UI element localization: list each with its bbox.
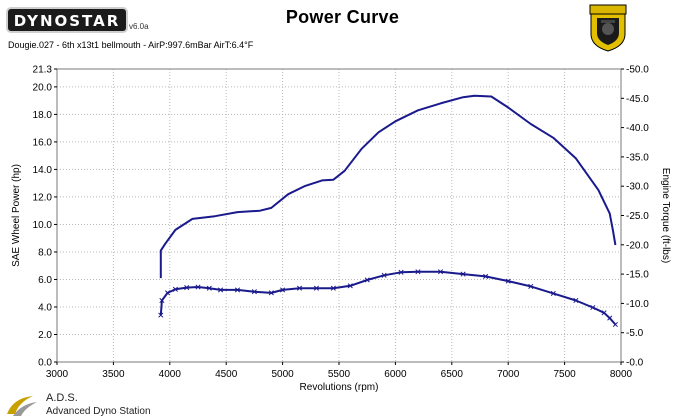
grid-lines [56,69,622,362]
torque-data-point [280,287,286,293]
torque-data-point [381,272,387,278]
y2-tick-label: -50.0 [626,65,649,76]
torque-data-point [590,304,596,311]
torque-data-point [195,284,201,290]
y2-tick-label: -0.0 [626,358,644,369]
y2-tick-label: -5.0 [626,328,644,339]
ads-logo-icon [7,396,37,416]
y2-tick-label: -40.0 [626,123,649,134]
y2-tick-label: -15.0 [626,270,649,281]
y-tick-label: 14.0 [33,165,53,176]
torque-data-point [364,277,370,283]
y2-tick-label: -35.0 [626,152,649,163]
torque-data-point [296,285,303,291]
y-axis-title: SAE Wheel Power (hp) [11,164,22,267]
x-tick-label: 6000 [384,369,407,380]
x-tick-label: 7000 [497,369,520,380]
y2-tick-label: -30.0 [626,182,649,193]
torque-data-point [528,283,534,289]
version-label: v6.0a [129,22,149,31]
torque-data-point [483,273,489,279]
torque-data-point [234,287,241,293]
torque-data-point [415,269,421,275]
torque-data-point [550,290,556,296]
x-tick-label: 8000 [610,369,633,380]
footer-brand: A.D.S. [46,392,78,404]
y-tick-label: 4.0 [38,302,52,313]
power-series-line [159,94,617,279]
torque-data-point [164,290,171,296]
y-tick-label: 10.0 [33,220,53,231]
torque-data-point [251,289,257,295]
run-subtitle: Dougie.027 - 6th x13t1 bellmouth - AirP:… [8,40,254,50]
axis-ticks: 3000 3500 4000 4500 5000 5500 6000 6500 7000 7500… [33,65,650,381]
y-tick-label: 6.0 [38,275,52,286]
x-tick-label: 5500 [328,369,351,380]
torque-data-point [159,297,165,304]
y-tick-label: 21.3 [33,65,53,76]
logo-text: DYNOSTAR [13,12,121,30]
x-tick-label: 5000 [271,369,294,380]
x-tick-label: 3000 [46,369,69,380]
torque-data-point [158,312,164,318]
torque-data-point [601,310,607,316]
data-series [158,94,618,328]
y-tick-label: 0.0 [38,358,52,369]
y2-tick-label: -10.0 [626,299,649,310]
x-tick-label: 4500 [215,369,238,380]
torque-data-point [330,285,336,291]
torque-data-point [607,315,613,321]
x-tick-label: 6500 [441,369,464,380]
torque-data-point [460,271,466,277]
x-tick-label: 4000 [159,369,182,380]
torque-data-point [398,269,404,275]
torque-data-point [347,283,353,289]
y2-tick-label: -20.0 [626,240,649,251]
y-tick-label: 20.0 [33,82,53,93]
torque-data-point [437,269,444,275]
dyno-shield-badge-icon [589,4,627,52]
y-tick-label: 12.0 [33,192,53,203]
torque-data-point [505,278,511,284]
y-tick-label: 16.0 [33,137,53,148]
torque-data-point [206,285,212,291]
y-tick-label: 8.0 [38,247,52,258]
torque-data-point [612,321,618,328]
torque-data-point [313,285,319,291]
y2-tick-label: -45.0 [626,94,649,105]
y-tick-label: 18.0 [33,110,53,121]
torque-data-point [172,286,178,292]
y-tick-label: 2.0 [38,330,52,341]
torque-data-point [184,285,190,291]
torque-data-point [573,297,579,304]
y2-tick-label: -25.0 [626,211,649,222]
torque-data-point [268,290,274,296]
footer-tagline: Advanced Dyno Station [46,406,151,417]
x-tick-label: 3500 [102,369,125,380]
chart-title: Power Curve [285,7,400,27]
x-tick-label: 7500 [553,369,576,380]
x-axis-title: Revolutions (rpm) [300,382,379,393]
dynostar-logo: DYNOSTAR [6,7,128,33]
y2-axis-title: Engine Torque (ft-lbs) [660,168,671,263]
torque-data-point [218,287,224,293]
